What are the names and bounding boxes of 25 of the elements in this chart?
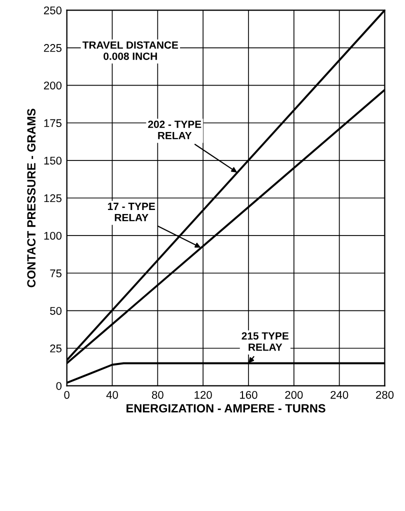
- y-tick-label: 125: [44, 194, 62, 202]
- annotation: 202 - TYPE RELAY: [148, 120, 202, 140]
- y-tick-label: 250: [44, 6, 62, 14]
- x-tick-label: 280: [376, 390, 394, 399]
- y-tick-label: 175: [44, 119, 62, 128]
- y-tick-label: 225: [44, 44, 62, 52]
- x-axis-title: ENERGIZATION - AMPERE - TURNS: [126, 404, 326, 412]
- y-tick-label: 150: [44, 156, 62, 165]
- y-tick-label: 75: [50, 270, 62, 278]
- annotation: 215 TYPE RELAY: [242, 332, 288, 351]
- annotation: 17 - TYPE RELAY: [108, 202, 155, 222]
- x-tick-label: 80: [152, 390, 164, 399]
- x-tick-label: 200: [285, 390, 303, 399]
- x-tick-label: 40: [106, 390, 118, 399]
- y-tick-label: 0: [56, 382, 62, 390]
- x-tick-label: 120: [194, 390, 212, 399]
- y-tick-label: 200: [44, 82, 62, 90]
- annotation: TRAVEL DISTANCE 0.008 INCH: [82, 41, 178, 60]
- x-tick-label: 160: [240, 390, 258, 399]
- x-tick-label: 240: [330, 390, 348, 399]
- y-tick-label: 100: [44, 232, 62, 240]
- x-tick-label: 0: [64, 390, 70, 399]
- y-tick-label: 25: [50, 344, 62, 352]
- y-axis-title: CONTACT PRESSURE - GRAMS: [27, 108, 36, 288]
- y-tick-label: 50: [50, 306, 62, 315]
